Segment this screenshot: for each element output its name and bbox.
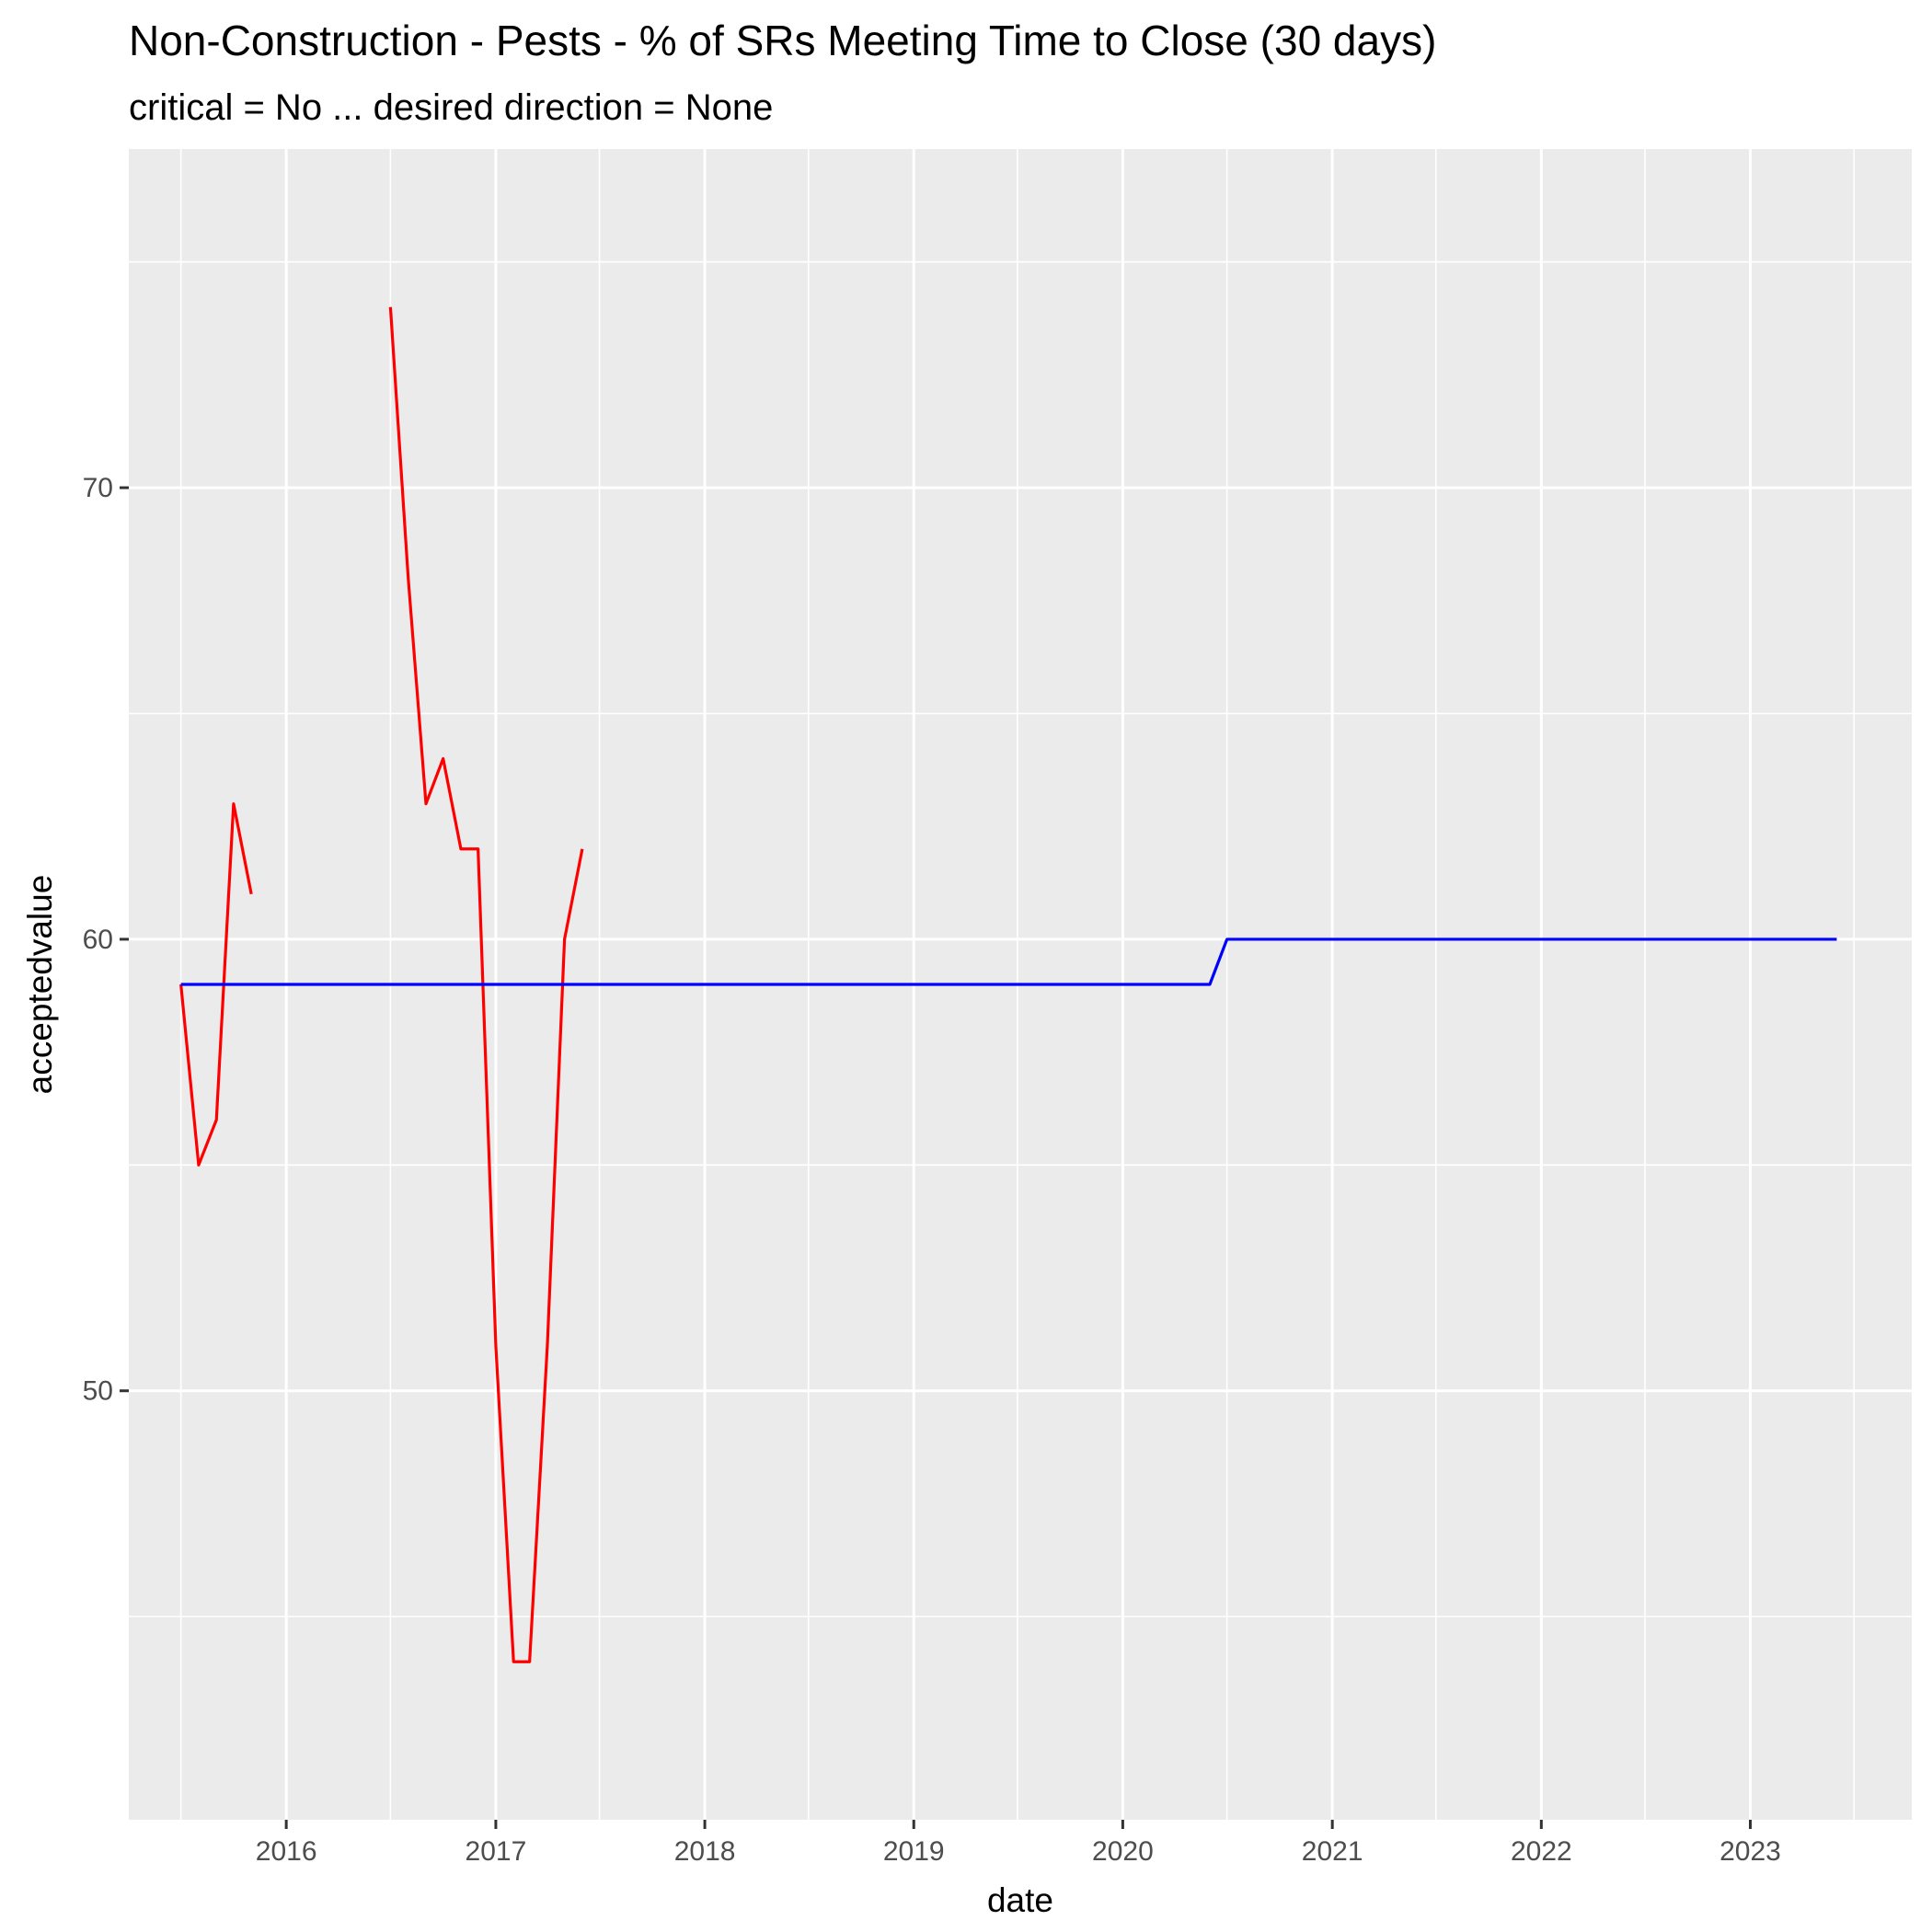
series-1-line-segment-1	[179, 802, 253, 1167]
series-1-line-segment-2	[388, 306, 584, 1663]
y-axis-title: acceptedvalue	[21, 875, 59, 1095]
y-axis: 50 60 70	[83, 473, 129, 1407]
chart-title: Non-Construction - Pests - % of SRs Meet…	[129, 17, 1436, 64]
x-axis: 2016 2017 2018 2019 2020 2021 2022 2023	[256, 1820, 1781, 1867]
series-2-line-segment-1	[180, 937, 1837, 986]
series-layer	[179, 306, 1837, 1663]
x-tick-label: 2023	[1719, 1836, 1781, 1867]
x-tick-label: 2018	[674, 1836, 736, 1867]
x-tick-label: 2017	[466, 1836, 527, 1867]
x-tick-label: 2016	[256, 1836, 317, 1867]
y-tick-label: 70	[83, 473, 113, 503]
x-tick-label: 2019	[883, 1836, 945, 1867]
y-tick-label: 50	[83, 1376, 113, 1407]
chart-subtitle: critical = No ... desired direction = No…	[129, 87, 773, 128]
x-tick-label: 2020	[1092, 1836, 1154, 1867]
y-tick-label: 60	[83, 925, 113, 955]
x-tick-label: 2022	[1511, 1836, 1572, 1867]
x-tick-label: 2021	[1302, 1836, 1363, 1867]
x-axis-title: date	[987, 1881, 1053, 1919]
